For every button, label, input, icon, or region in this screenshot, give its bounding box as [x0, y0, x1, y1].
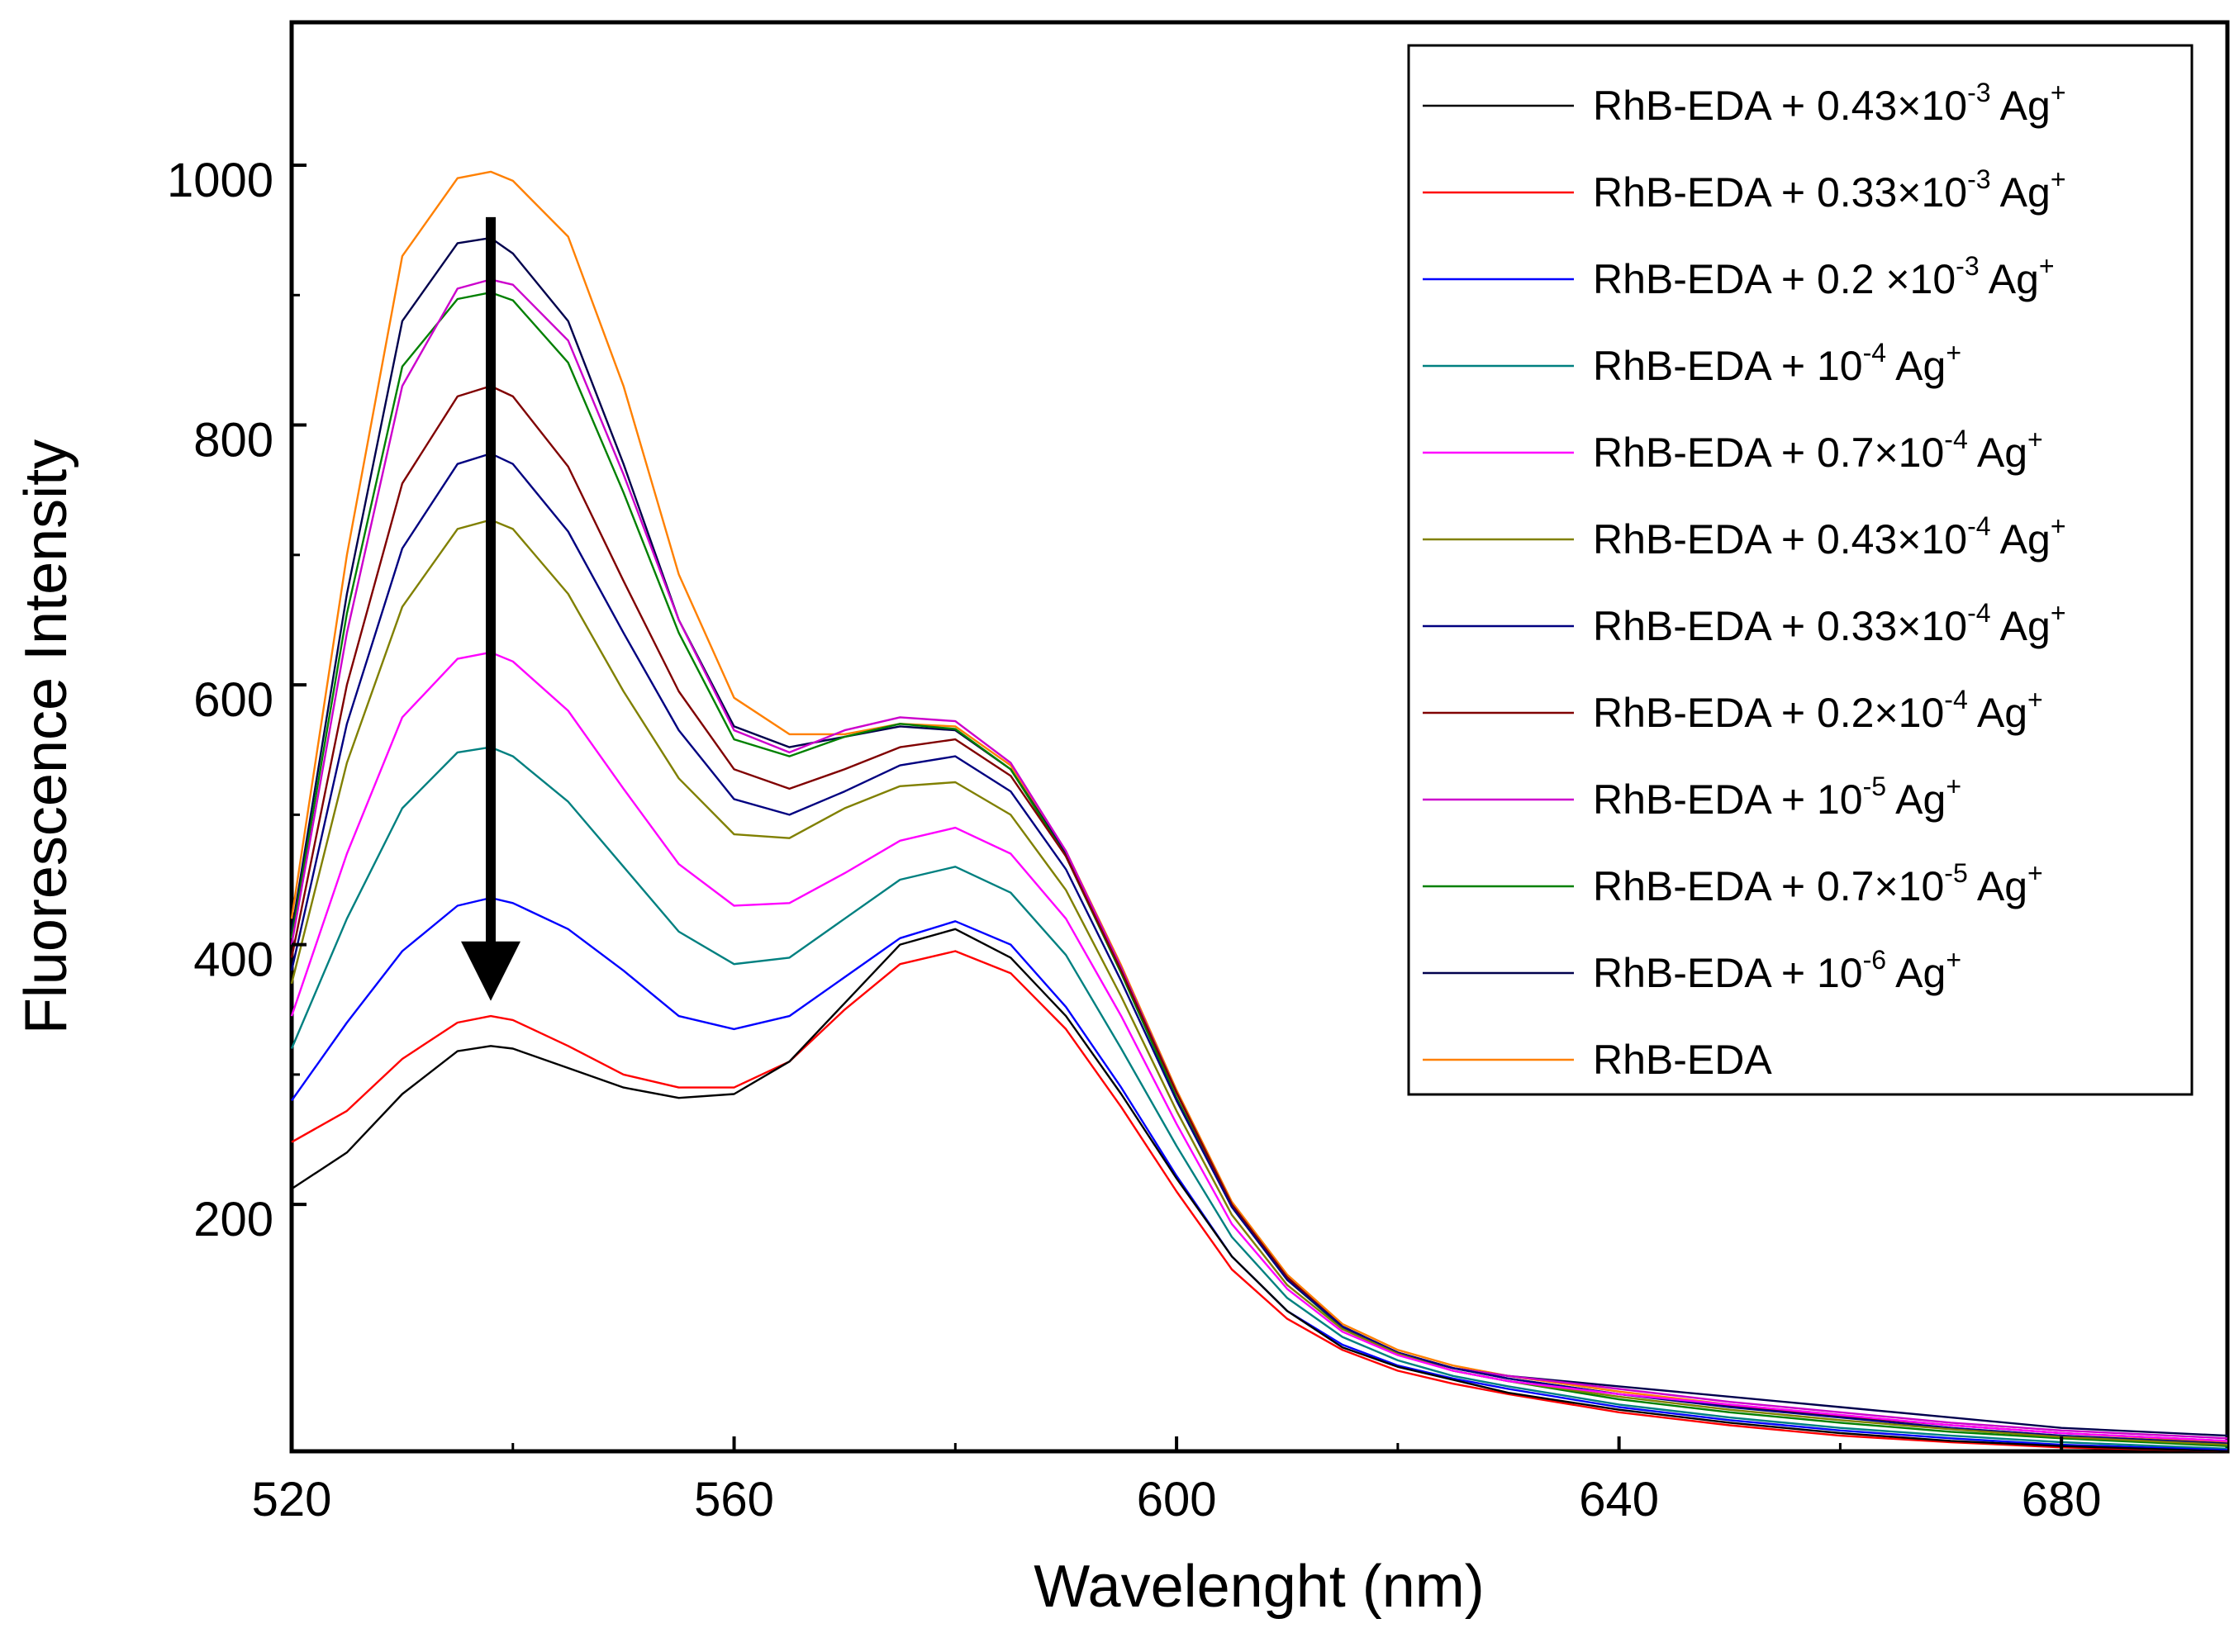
y-tick-label: 400 [193, 933, 273, 987]
x-axis-ticks: 520 560 600 640 680 [252, 1436, 2102, 1526]
legend-label: RhB-EDA + 0.7×10-5 Ag+ [1593, 858, 2043, 909]
legend-label: RhB-EDA + 0.2 ×10-3 Ag+ [1593, 251, 2055, 302]
y-axis-title: Fluorescence Intensity [13, 439, 79, 1034]
series-line-2 [291, 896, 2228, 1451]
legend-label: RhB-EDA [1593, 1037, 1772, 1083]
y-tick-label: 800 [193, 414, 273, 468]
x-tick-label: 600 [1137, 1473, 1217, 1526]
y-tick-label: 1000 [167, 154, 273, 207]
legend-label: RhB-EDA + 0.33×10-4 Ag+ [1593, 598, 2066, 649]
legend-label: RhB-EDA + 0.2×10-4 Ag+ [1593, 685, 2043, 736]
x-tick-label: 640 [1579, 1473, 1659, 1526]
legend-label: RhB-EDA + 0.43×10-4 Ag+ [1593, 511, 2066, 563]
x-tick-label: 680 [2022, 1473, 2102, 1526]
y-tick-label: 600 [193, 673, 273, 727]
x-tick-label: 560 [694, 1473, 774, 1526]
legend-label: RhB-EDA + 10-5 Ag+ [1593, 771, 1961, 823]
series-layer [290, 170, 2228, 1453]
y-axis-ticks: 200 400 600 800 1000 [167, 154, 307, 1246]
series-line-0 [291, 928, 2228, 1453]
series-line-9 [290, 291, 2228, 1447]
legend-label: RhB-EDA + 0.7×10-4 Ag+ [1593, 425, 2043, 476]
legend-box [1407, 44, 2194, 1096]
legend-label: RhB-EDA + 10-6 Ag+ [1593, 945, 1961, 996]
legend-label: RhB-EDA + 0.33×10-3 Ag+ [1593, 164, 2066, 216]
legend-label: RhB-EDA + 0.43×10-3 Ag+ [1593, 78, 2066, 129]
x-axis-title: Wavelenght (nm) [1034, 1554, 1485, 1620]
series-line-4 [290, 651, 2228, 1442]
series-line-5 [290, 519, 2228, 1446]
y-tick-label: 200 [193, 1193, 273, 1246]
legend: RhB-EDA + 0.43×10-3 Ag+ RhB-EDA + 0.33×10… [1407, 44, 2194, 1096]
x-tick-label: 520 [252, 1473, 332, 1526]
legend-label: RhB-EDA + 10-4 Ag+ [1593, 338, 1961, 389]
series-line-3 [290, 746, 2228, 1450]
series-line-8 [290, 278, 2228, 1440]
legend-entries: RhB-EDA + 0.43×10-3 Ag+ RhB-EDA + 0.33×10… [1423, 78, 2066, 1083]
series-line-1 [291, 950, 2228, 1453]
